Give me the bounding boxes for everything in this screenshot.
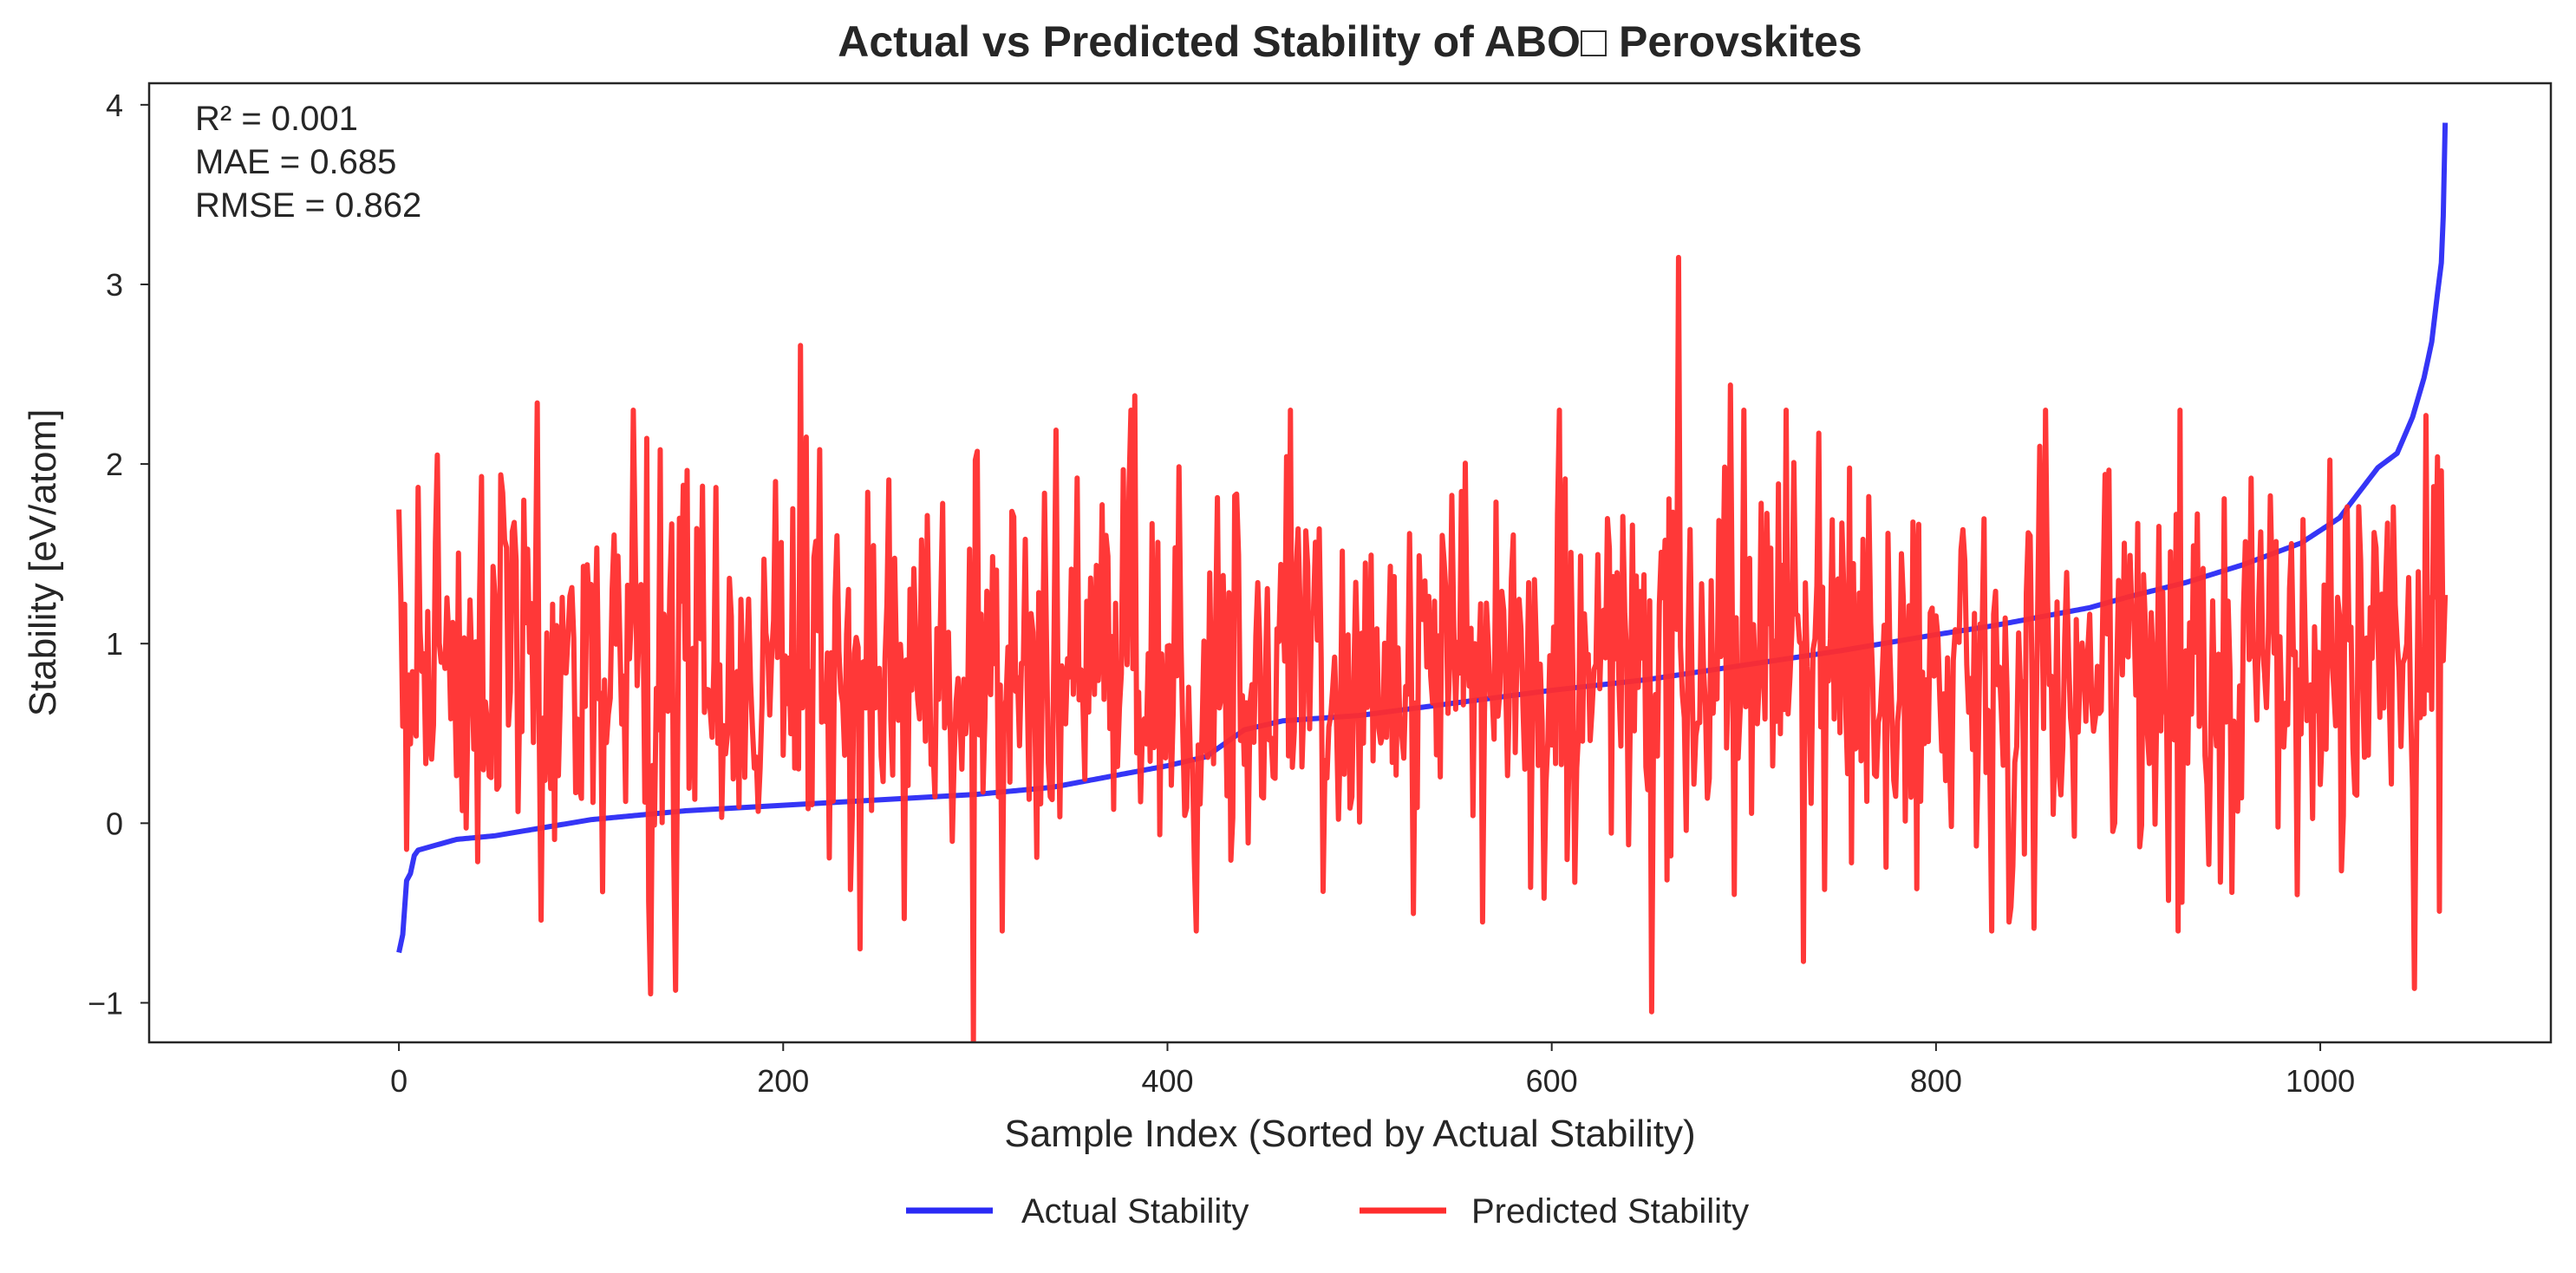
x-tick-label: 200 xyxy=(757,1063,809,1099)
legend-label-actual: Actual Stability xyxy=(1021,1192,1249,1231)
mae-stat: MAE = 0.685 xyxy=(195,143,396,181)
x-tick-label: 800 xyxy=(1910,1063,1962,1099)
y-tick-label: 2 xyxy=(106,447,123,482)
plot-area xyxy=(396,122,2449,1042)
legend-label-predicted: Predicted Stability xyxy=(1471,1192,1749,1231)
legend: Actual Stability Predicted Stability xyxy=(906,1192,1749,1231)
rmse-stat: RMSE = 0.862 xyxy=(195,186,421,225)
x-tick-label: 1000 xyxy=(2286,1063,2355,1099)
plot-frame xyxy=(147,82,2553,1044)
x-axis-label: Sample Index (Sorted by Actual Stability… xyxy=(1004,1113,1695,1155)
y-tick-label: −1 xyxy=(88,985,123,1021)
y-tick-label: 4 xyxy=(106,88,123,123)
chart-title: Actual vs Predicted Stability of ABO□ Pe… xyxy=(838,17,1862,66)
r2-stat: R² = 0.001 xyxy=(195,100,358,138)
y-tick-label: 3 xyxy=(106,267,123,303)
y-axis-label: Stability [eV/atom] xyxy=(22,409,64,717)
y-tick-label: 1 xyxy=(106,626,123,662)
y-axis: −1 0 1 2 3 4 xyxy=(88,88,149,1021)
x-axis: 0 200 400 600 800 1000 xyxy=(390,1042,2355,1099)
stats-annotation: R² = 0.001 MAE = 0.685 RMSE = 0.862 xyxy=(195,100,421,225)
x-tick-label: 0 xyxy=(390,1063,408,1099)
y-tick-label: 0 xyxy=(106,806,123,841)
series-line-predicted-stability xyxy=(396,254,2449,1042)
x-tick-label: 400 xyxy=(1141,1063,1193,1099)
x-tick-label: 600 xyxy=(1526,1063,1578,1099)
